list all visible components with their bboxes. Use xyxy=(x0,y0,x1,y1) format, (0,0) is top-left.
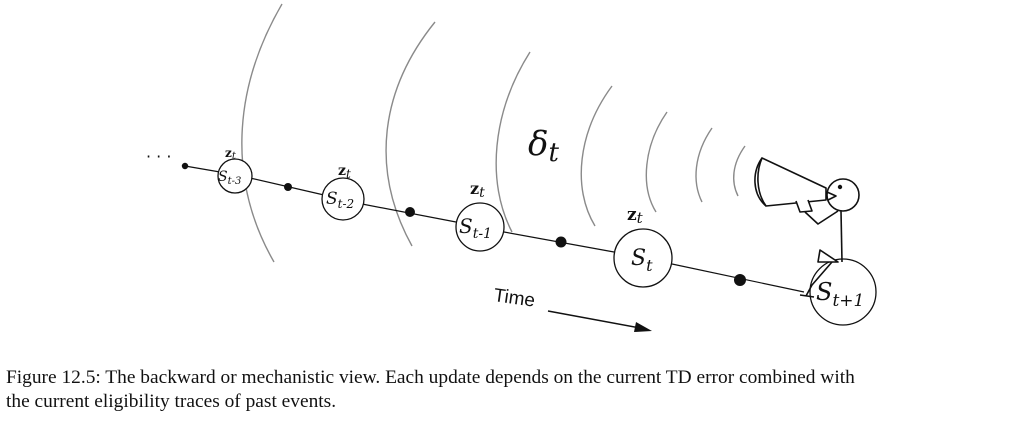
action-dot xyxy=(734,274,746,286)
body xyxy=(840,210,843,263)
state-circle-t-2 xyxy=(321,177,365,221)
trace-label-t: zt xyxy=(627,205,644,227)
time-label: Time xyxy=(492,285,536,312)
leg-lower xyxy=(805,261,833,297)
delta-subscript: t xyxy=(548,138,559,168)
time-arrow-head xyxy=(634,322,652,332)
state-circle-t-1 xyxy=(455,202,505,252)
state-subscript: t-2 xyxy=(338,197,355,211)
eye xyxy=(837,184,843,190)
td-error-label: δt xyxy=(528,124,559,168)
action-dot xyxy=(405,207,415,217)
action-dot xyxy=(181,162,189,170)
trace-subscript: t xyxy=(479,185,485,201)
trace-base: z xyxy=(338,163,346,179)
time-arrow xyxy=(547,310,652,332)
state-subscript: t-3 xyxy=(228,176,242,187)
state-subscript: t-1 xyxy=(473,226,492,242)
state-base: S xyxy=(631,246,646,271)
action-dot xyxy=(284,183,292,191)
leg-upper xyxy=(817,249,839,263)
state-label-t: St xyxy=(631,246,653,275)
trace-subscript: t xyxy=(346,167,351,181)
wave-arc-3 xyxy=(495,51,531,233)
state-label-t-3: St-3 xyxy=(218,169,241,187)
wave-arc-6 xyxy=(695,127,713,203)
state-subscript: t xyxy=(646,256,653,275)
trace-subscript: t xyxy=(232,151,237,162)
timeline-segment xyxy=(184,165,221,173)
trace-label-t-3: zt xyxy=(225,146,237,162)
leading-ellipsis: · · · xyxy=(146,147,171,166)
trace-base: z xyxy=(225,146,232,160)
arm xyxy=(804,210,839,225)
megaphone-person-icon xyxy=(754,157,860,298)
state-circle-t-3 xyxy=(217,158,253,194)
trace-label-t-2: zt xyxy=(338,163,351,181)
trace-subscript: t xyxy=(637,209,644,227)
state-label-t-1: St-1 xyxy=(459,214,492,242)
td-error-wave-arcs xyxy=(241,3,746,263)
trace-base: z xyxy=(470,179,479,198)
state-circle-t+1 xyxy=(809,258,877,326)
state-subscript: t+1 xyxy=(832,291,864,311)
caption-line-1: Figure 12.5: The backward or mechanistic… xyxy=(6,367,855,388)
megaphone-handle xyxy=(795,199,813,213)
state-circle-t xyxy=(613,228,673,288)
trace-base: z xyxy=(627,205,637,225)
wave-arc-4 xyxy=(580,85,613,227)
figure-caption: Figure 12.5: The backward or mechanistic… xyxy=(6,366,1034,414)
state-label-t+1: St+1 xyxy=(816,278,864,311)
mouth xyxy=(826,191,837,201)
action-dots xyxy=(181,162,746,286)
caption-line-2: the current eligibility traces of past e… xyxy=(6,391,337,412)
time-arrow-shaft xyxy=(547,310,641,329)
state-base: S xyxy=(326,189,338,209)
wave-arc-2 xyxy=(385,21,436,247)
backward-view-diagram: · · · St-3 St-2 St-1 St St+1 zt zt zt zt… xyxy=(146,3,877,332)
state-circles xyxy=(217,158,877,326)
head xyxy=(826,178,860,212)
wave-arc-7 xyxy=(733,145,746,197)
trace-label-t-1: zt xyxy=(470,179,485,201)
state-base: S xyxy=(816,278,832,306)
foot xyxy=(799,294,815,298)
megaphone-bell xyxy=(754,157,767,207)
action-dot xyxy=(555,236,567,248)
state-base: S xyxy=(218,169,228,185)
delta-symbol: δ xyxy=(528,124,548,164)
megaphone-cone xyxy=(757,157,827,207)
state-label-t-2: St-2 xyxy=(326,189,354,211)
wave-arc-5 xyxy=(645,111,668,213)
state-base: S xyxy=(459,214,473,238)
wave-arc-1 xyxy=(241,3,283,263)
